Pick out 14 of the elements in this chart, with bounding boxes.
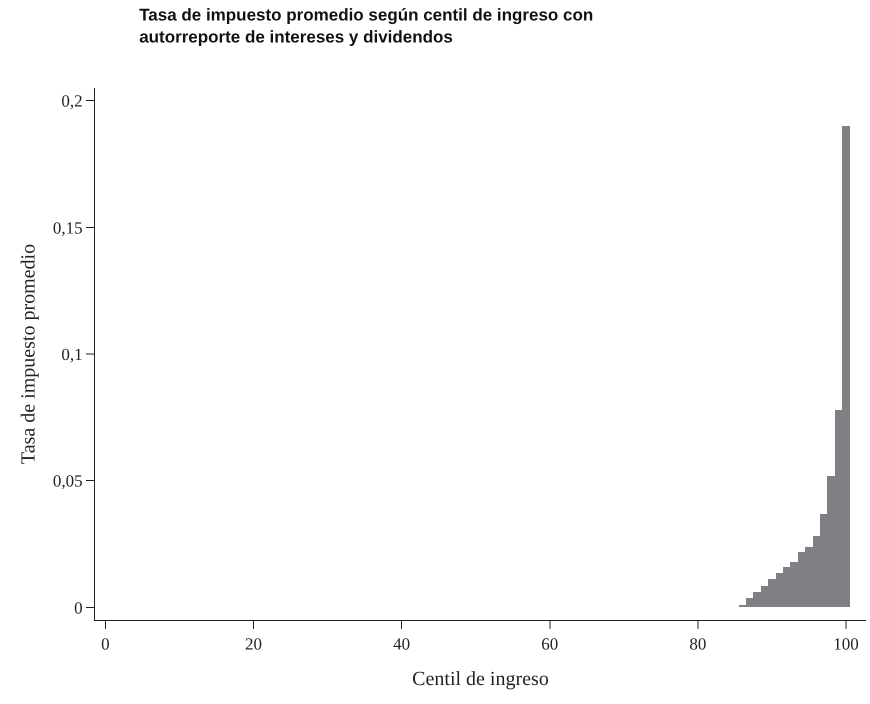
y-tick-label: 0,2 xyxy=(61,92,83,111)
y-tick-label: 0,1 xyxy=(61,344,83,364)
x-tick-label: 80 xyxy=(689,634,706,654)
chart-title: Tasa de impuesto promedio según centil de ingreso con autorreporte de intereses y dividendos xyxy=(139,5,594,46)
y-tick-label: 0,05 xyxy=(52,472,83,491)
x-tick-label: 100 xyxy=(833,634,859,654)
x-tick-label: 40 xyxy=(393,634,410,654)
y-axis-title: Tasa de impuesto promedio xyxy=(17,244,40,464)
y-tick-label: 0,15 xyxy=(52,218,83,238)
x-axis-title: Centil de ingreso xyxy=(412,668,549,690)
y-tick-label: 0 xyxy=(74,598,83,618)
x-tick-label: 60 xyxy=(541,634,558,654)
x-tick-label: 0 xyxy=(101,634,110,654)
x-tick-label: 20 xyxy=(245,634,262,654)
